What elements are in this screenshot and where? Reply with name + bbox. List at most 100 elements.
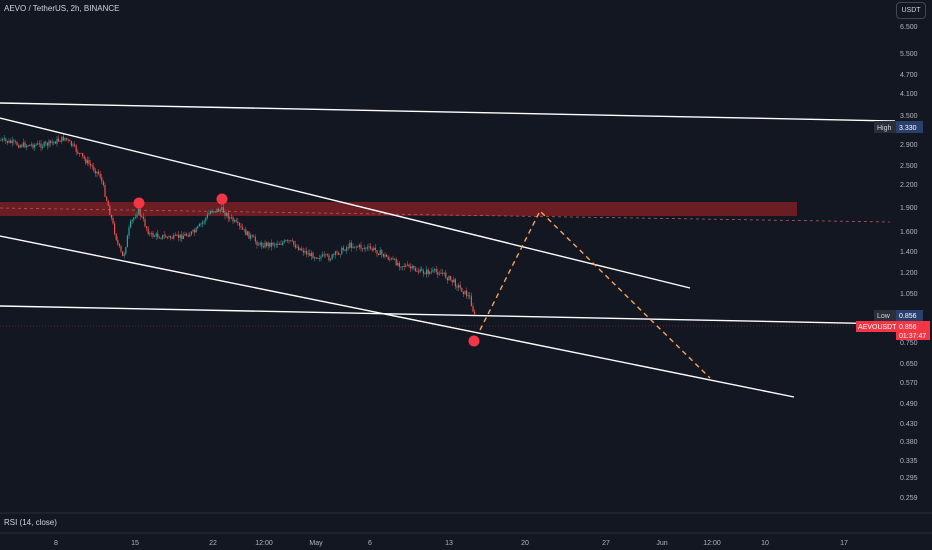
currency-button[interactable]: USDT	[896, 2, 926, 19]
candle-body	[366, 247, 368, 249]
candle-body	[472, 306, 474, 312]
candle-body	[278, 244, 280, 245]
candle-body	[339, 254, 341, 256]
candle-body	[416, 271, 418, 272]
candle-body	[24, 142, 26, 148]
candle-body	[309, 253, 311, 257]
candle-body	[390, 258, 392, 260]
candle-body	[120, 246, 122, 252]
candle-body	[445, 272, 447, 278]
candle-body	[376, 250, 378, 254]
candle-body	[93, 166, 95, 171]
candle-body	[261, 242, 263, 247]
price-axis-tick: 1.900	[900, 205, 918, 212]
candle-body	[443, 272, 445, 274]
candle-body	[195, 227, 197, 233]
price-axis[interactable]: 6.500 5.500 4.700 4.100 3.500 2.900 2.500 2.200…	[900, 24, 918, 502]
candle-body	[163, 234, 165, 236]
candle-body	[53, 141, 55, 143]
pivot-marker[interactable]	[216, 193, 228, 205]
candle-body	[13, 140, 15, 142]
candle-body	[99, 173, 101, 178]
candle-body	[115, 233, 117, 240]
candle-body	[80, 152, 82, 154]
rsi-indicator-label[interactable]: RSI (14, close)	[4, 518, 57, 527]
candle-body	[160, 238, 162, 240]
candle-body	[350, 242, 352, 248]
candle-body	[283, 240, 285, 243]
candle-body	[318, 257, 320, 259]
symbol-price-badge: AEVOUSDT 0.856 01:37:47	[856, 321, 930, 340]
candle-body	[402, 266, 404, 267]
candle-body	[158, 237, 160, 239]
resistance-dashed-line	[0, 207, 891, 223]
candle-body	[397, 262, 399, 266]
high-badge: High 3.330	[874, 121, 923, 133]
time-axis-tick: 13	[445, 540, 453, 547]
candle-body	[181, 234, 183, 239]
candle-body	[418, 271, 420, 273]
candle-body	[342, 247, 344, 250]
candle-body	[386, 254, 388, 257]
candle-body	[70, 141, 72, 146]
candle-body	[421, 269, 423, 271]
pivot-marker[interactable]	[468, 335, 480, 347]
candle-body	[406, 264, 408, 266]
candle-body	[149, 233, 151, 235]
candle-body	[114, 223, 116, 234]
candle-body	[467, 295, 469, 297]
candle-body	[34, 144, 36, 148]
candle-body	[454, 279, 456, 287]
candle-body	[365, 247, 367, 249]
pivot-marker[interactable]	[133, 197, 145, 209]
candle-body	[197, 226, 199, 228]
price-axis-tick: 0.490	[900, 401, 918, 408]
candle-body	[106, 196, 108, 201]
candle-body	[90, 163, 92, 166]
candle-body	[83, 156, 85, 159]
candle-body	[221, 207, 223, 210]
time-axis-tick: May	[309, 540, 323, 547]
candle-body	[38, 143, 40, 145]
candle-body	[222, 207, 224, 213]
channel-upper-trendline[interactable]	[0, 117, 691, 289]
candle-body	[352, 246, 354, 248]
candle-body	[341, 247, 343, 255]
candle-body	[306, 250, 308, 255]
candle-body	[136, 214, 138, 218]
candle-body	[61, 136, 63, 142]
candle-body	[338, 252, 340, 255]
candle-body	[344, 249, 346, 251]
candle-body	[394, 258, 396, 260]
resistance-zone[interactable]	[0, 202, 797, 216]
candle-body	[37, 143, 39, 145]
candle-body	[30, 144, 32, 146]
upper-horizontal-trendline[interactable]	[0, 102, 896, 122]
candle-body	[123, 253, 125, 256]
candle-body	[75, 145, 77, 152]
time-axis[interactable]: 8 15 22 12:00 May 6 13 20 27 Jun 12:00 10 17	[54, 540, 848, 547]
candle-body	[293, 240, 295, 245]
candle-body	[202, 221, 204, 224]
price-axis-tick: 4.700	[900, 72, 918, 79]
candle-body	[131, 219, 133, 222]
candle-body	[429, 271, 431, 274]
channel-lower-trendline[interactable]	[0, 235, 795, 398]
candle-body	[187, 235, 189, 237]
candle-body	[243, 229, 245, 231]
candle-body	[323, 254, 325, 256]
candle-body	[107, 200, 109, 206]
candle-body	[413, 265, 415, 269]
candle-body	[189, 234, 191, 237]
candle-body	[54, 141, 56, 144]
price-axis-tick: 1.600	[900, 229, 918, 236]
candle-body	[461, 287, 463, 292]
candle-body	[398, 262, 400, 267]
lower-horizontal-trendline[interactable]	[0, 305, 896, 325]
candle-body	[442, 272, 444, 274]
candle-body	[126, 235, 128, 248]
price-axis-tick: 1.200	[900, 270, 918, 277]
projection-path[interactable]	[479, 209, 711, 379]
candle-body	[165, 235, 167, 238]
